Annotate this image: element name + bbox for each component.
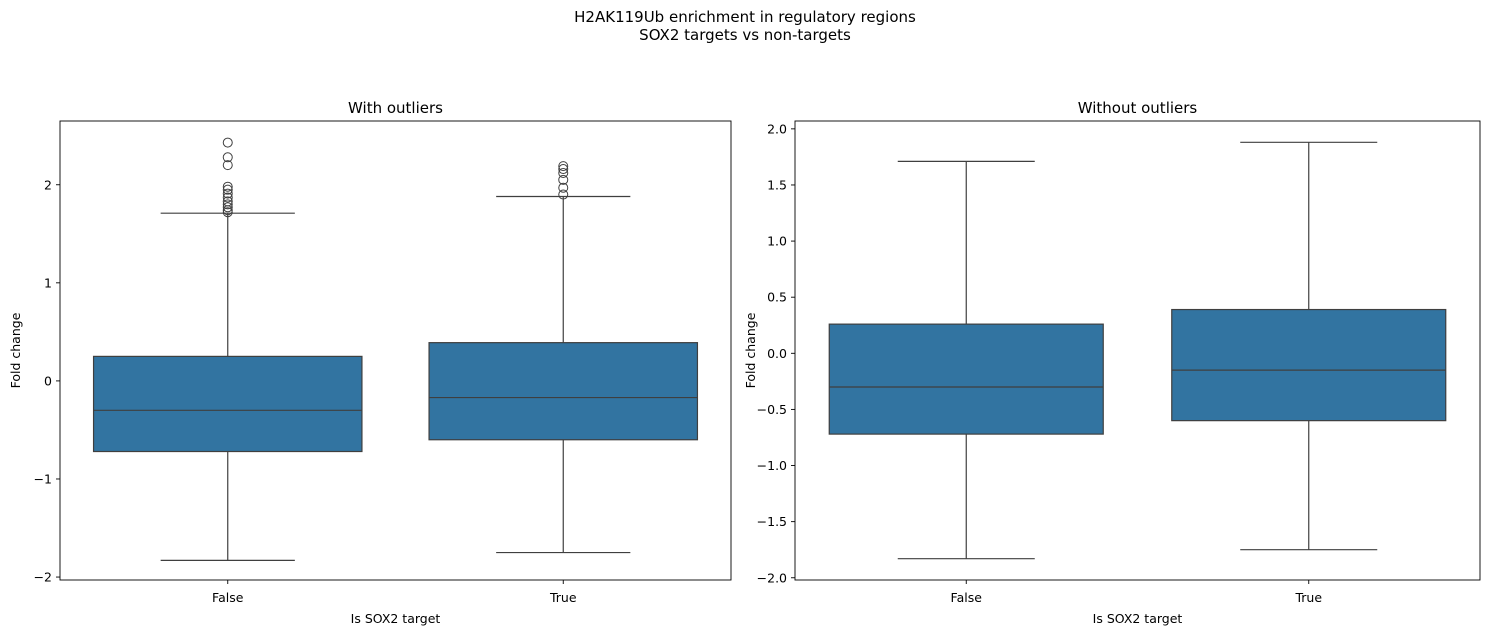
- panel-with-outliers: −2 −1 0 1 2 False True Is SOX2 target Fold chang…: [8, 99, 732, 626]
- box-true-outlier: [558, 167, 569, 178]
- box-true-outlier: [558, 182, 569, 193]
- y-axis-label: Fold change: [8, 312, 23, 388]
- box-false-outlier: [222, 199, 233, 210]
- y-tick-label: −1.0: [757, 458, 787, 473]
- box-false-outlier: [222, 192, 233, 203]
- axes-frame: [59, 120, 732, 581]
- y-tick-label: 2.0: [767, 121, 787, 136]
- box-false-outlier: [222, 202, 233, 213]
- y-axis-label: Fold change: [743, 312, 758, 388]
- panel-without-outliers: −2.0 −1.5 −1.0 −0.5 0.0 0.5 1.0 1.5 2.0 False True…: [743, 99, 1481, 626]
- x-tick-label: True: [1294, 590, 1322, 605]
- y-tick-label: −0.5: [757, 402, 787, 417]
- y-tick-label: 1.0: [767, 234, 787, 249]
- x-axis-label: Is SOX2 target: [351, 611, 441, 626]
- box-true-outlier: [558, 164, 569, 175]
- box-false-iqr: [92, 355, 363, 453]
- panel-title: With outliers: [348, 99, 443, 117]
- box-true-outlier: [558, 174, 569, 185]
- box-true-outlier: [558, 189, 569, 200]
- y-tick-label: 2: [44, 177, 52, 192]
- y-tick-label: −2: [34, 570, 52, 585]
- y-tick-label: 0.0: [767, 346, 787, 361]
- box-false-outlier: [222, 160, 233, 171]
- suptitle-line-1: H2AK119Ub enrichment in regulatory regio…: [574, 8, 916, 26]
- y-tick-label: 0.5: [767, 290, 787, 305]
- box-false-outlier: [222, 184, 233, 195]
- y-tick-label: 1.5: [767, 177, 787, 192]
- box-true-iqr: [428, 342, 699, 441]
- box-true-iqr: [1171, 308, 1447, 422]
- box-false-outlier: [222, 188, 233, 199]
- x-axis-label: Is SOX2 target: [1093, 611, 1183, 626]
- y-tick-label: −2.0: [757, 570, 787, 585]
- y-tick-label: 0: [44, 373, 52, 388]
- y-tick-label: −1: [34, 471, 52, 486]
- box-false-outlier: [222, 137, 233, 148]
- box-true-outlier: [558, 161, 569, 172]
- box-false-iqr: [828, 323, 1104, 435]
- y-tick-label: −1.5: [757, 514, 787, 529]
- x-tick-label: False: [212, 590, 244, 605]
- box-false-outlier: [222, 181, 233, 192]
- panel-title: Without outliers: [1078, 99, 1198, 117]
- x-tick-label: True: [549, 590, 577, 605]
- box-false-outlier: [222, 196, 233, 207]
- suptitle-line-2: SOX2 targets vs non-targets: [639, 26, 851, 44]
- box-false-outlier: [222, 152, 233, 163]
- y-tick-label: 1: [44, 275, 52, 290]
- x-tick-label: False: [951, 590, 983, 605]
- axes-frame: [794, 120, 1481, 581]
